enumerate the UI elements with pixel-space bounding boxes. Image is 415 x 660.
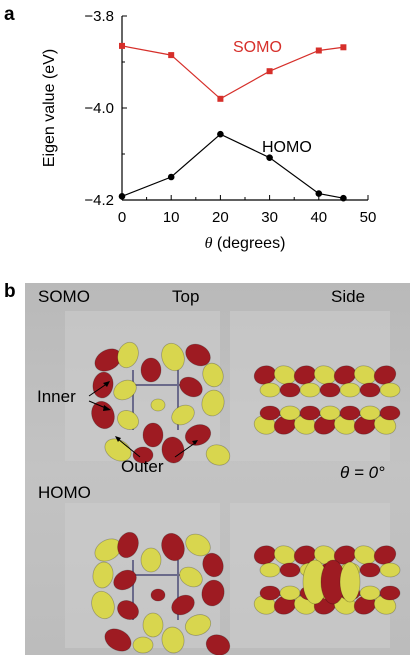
red-lobe xyxy=(379,585,401,601)
somo-series-label: SOMO xyxy=(233,39,282,56)
yellow-lobe xyxy=(379,562,401,578)
yellow-lobe xyxy=(205,444,231,466)
outer-arrow-right xyxy=(174,442,196,458)
orbital-panel: SOMO Top Side Inner Outer θ = 0° HOMO xyxy=(25,283,410,655)
inner-arrow-upper xyxy=(88,382,109,397)
homo-point xyxy=(315,190,323,197)
yellow-lobe xyxy=(113,379,137,401)
inner-arrowhead-lower xyxy=(103,405,111,411)
x-tick-label: 0 xyxy=(118,209,126,226)
y-tick-label: −4.2 xyxy=(84,192,114,209)
yellow-lobe xyxy=(202,362,224,388)
red-lobe xyxy=(205,634,231,655)
inner-label: Inner xyxy=(37,387,76,406)
x-tick-label: 20 xyxy=(212,209,229,226)
red-lobe xyxy=(379,405,401,421)
red-lobe xyxy=(113,569,137,591)
red-lobe xyxy=(117,600,139,620)
y-tick-label: −3.8 xyxy=(84,8,114,25)
outer-arrowhead-right xyxy=(192,440,198,445)
red-lobe xyxy=(179,376,203,398)
x-tick-label: 40 xyxy=(310,209,327,226)
panel-b-letter: b xyxy=(4,281,16,302)
yellow-lobe xyxy=(140,547,162,573)
chart-series xyxy=(118,42,347,202)
red-lobe xyxy=(202,552,224,578)
homo-point xyxy=(340,194,347,202)
eigenvalue-chart: 0 10 20 30 40 50 −3.8 −4.0 −4.2 θ (degrees) Eigen … xyxy=(41,8,376,252)
red-lobe xyxy=(91,400,115,430)
chart-text: 0 10 20 30 40 50 −3.8 −4.0 −4.2 θ (degrees) Eigen … xyxy=(41,8,376,252)
somo-point xyxy=(168,52,175,59)
yellow-lobe xyxy=(142,612,164,638)
x-axis-title: θ (degrees) xyxy=(205,235,286,252)
yellow-lobe xyxy=(161,626,185,654)
red-lobe xyxy=(161,532,185,562)
y-tick-label: −4.0 xyxy=(84,100,114,117)
homo-point xyxy=(118,193,126,200)
outer-arrow-left xyxy=(117,438,141,458)
red-lobe xyxy=(201,579,225,607)
red-lobe xyxy=(104,628,132,652)
red-lobe xyxy=(132,446,154,464)
y-axis-title: Eigen value (eV) xyxy=(41,49,58,167)
side-view-label: Side xyxy=(331,287,366,306)
somo-point xyxy=(340,44,347,51)
red-lobe xyxy=(92,371,114,399)
red-lobe xyxy=(184,424,212,446)
red-lobe xyxy=(150,588,166,602)
yellow-lobe xyxy=(179,566,203,588)
top-view-label: Top xyxy=(172,287,200,306)
red-lobe xyxy=(185,343,211,367)
red-lobe xyxy=(142,422,164,448)
orbital-isosurfaces xyxy=(91,341,401,655)
yellow-lobe xyxy=(150,398,166,412)
yellow-lobe xyxy=(201,389,225,417)
yellow-lobe xyxy=(184,614,212,636)
pointer-arrows xyxy=(88,381,198,458)
red-lobe xyxy=(161,436,185,464)
somo-point xyxy=(266,68,273,75)
homo-point xyxy=(167,173,175,181)
somo-orbital-label: SOMO xyxy=(38,287,90,306)
panel-a-letter: a xyxy=(4,4,15,25)
yellow-lobe xyxy=(379,382,401,398)
x-tick-label: 10 xyxy=(163,209,180,226)
yellow-lobe xyxy=(339,561,361,603)
inner-arrowhead-upper xyxy=(103,381,110,387)
outer-arrowhead-left xyxy=(115,436,121,442)
yellow-lobe xyxy=(132,636,154,654)
yellow-lobe xyxy=(161,342,185,372)
somo-line xyxy=(121,45,344,100)
yellow-lobe xyxy=(171,404,195,426)
yellow-lobe xyxy=(92,561,114,589)
x-tick-label: 30 xyxy=(261,209,278,226)
homo-point xyxy=(217,130,224,138)
red-lobe xyxy=(140,357,162,383)
yellow-lobe xyxy=(91,590,115,620)
yellow-lobe xyxy=(117,410,139,430)
yellow-lobe xyxy=(185,533,211,557)
homo-point xyxy=(266,154,273,161)
red-lobe xyxy=(171,594,195,616)
homo-series-label: HOMO xyxy=(262,139,312,156)
yellow-lobe xyxy=(117,341,139,369)
somo-point xyxy=(119,42,125,49)
outer-label: Outer xyxy=(121,457,164,476)
somo-point xyxy=(315,47,322,54)
theta-value-label: θ = 0° xyxy=(340,463,385,482)
homo-orbital-label: HOMO xyxy=(38,483,91,502)
homo-line xyxy=(121,133,344,199)
somo-point xyxy=(217,95,224,102)
red-lobe xyxy=(117,531,139,559)
x-tick-label: 50 xyxy=(360,209,377,226)
